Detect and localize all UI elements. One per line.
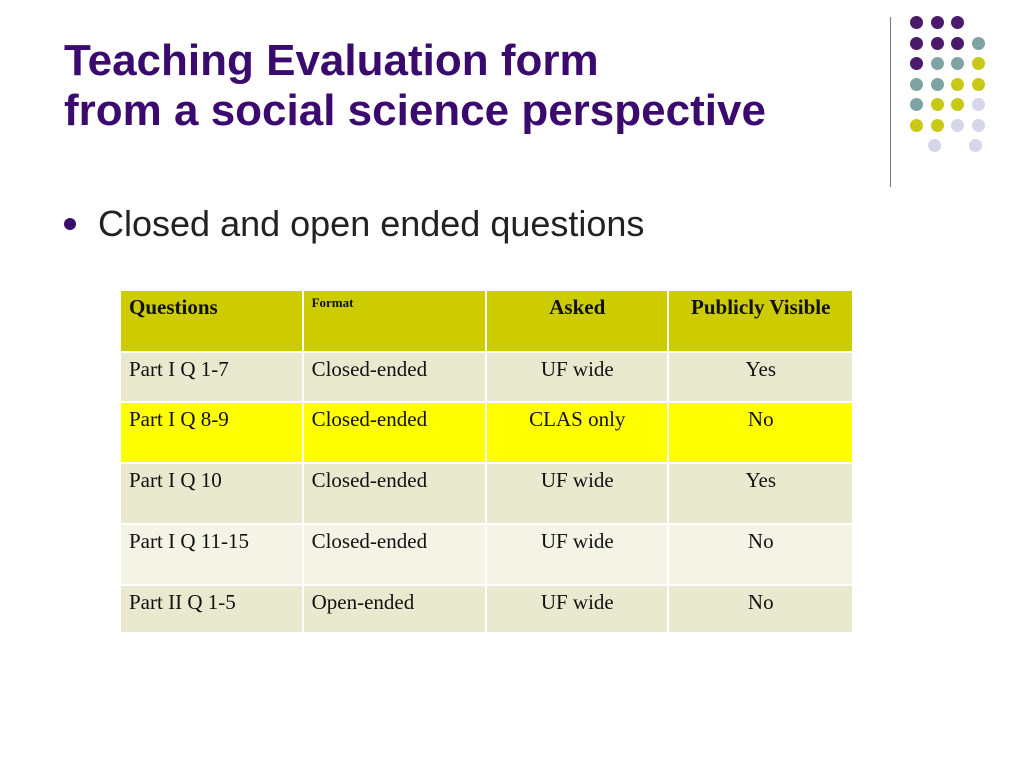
decorative-dot	[930, 118, 944, 132]
decorative-dot	[930, 16, 944, 29]
cell-asked: CLAS only	[485, 401, 670, 464]
decorative-dot	[910, 36, 923, 50]
decorative-dot	[930, 77, 944, 91]
cell-questions: Part I Q 11-15	[119, 523, 304, 586]
decorative-dot	[971, 36, 985, 50]
cell-publicly-visible: No	[667, 523, 854, 586]
decorative-dot	[951, 77, 964, 91]
cell-format: Closed-ended	[301, 523, 488, 586]
title-line-1: Teaching Evaluation form	[64, 36, 599, 85]
title-divider	[890, 17, 891, 187]
header-asked: Asked	[485, 289, 670, 353]
title-line-2: from a social science perspective	[64, 86, 766, 135]
header-publicly-visible: Publicly Visible	[667, 289, 854, 353]
decorative-dot	[910, 16, 923, 29]
cell-publicly-visible: No	[667, 584, 854, 634]
table-row: Part I Q 11-15 Closed-ended UF wide No	[119, 523, 854, 586]
decorative-dot	[951, 118, 964, 132]
cell-questions: Part I Q 8-9	[119, 401, 304, 464]
cell-asked: UF wide	[485, 351, 670, 403]
header-format: Format	[301, 289, 488, 353]
header-questions: Questions	[119, 289, 304, 353]
decorative-dot	[910, 57, 923, 70]
slide-title: Teaching Evaluation form from a social s…	[64, 36, 766, 136]
cell-asked: UF wide	[485, 462, 670, 525]
decorative-dot	[930, 98, 944, 111]
decorative-dot	[951, 16, 964, 29]
decorative-dot	[951, 57, 964, 70]
decorative-dot	[927, 139, 941, 152]
decorative-dot	[930, 36, 944, 50]
decorative-dot	[951, 98, 964, 111]
cell-format: Open-ended	[301, 584, 488, 634]
cell-format: Closed-ended	[301, 401, 488, 464]
decorative-dot	[971, 77, 985, 91]
decorative-dot	[910, 77, 923, 91]
table-row: Part I Q 8-9 Closed-ended CLAS only No	[119, 401, 854, 464]
cell-publicly-visible: No	[667, 401, 854, 464]
decorative-dot	[971, 98, 985, 111]
decorative-dot	[971, 118, 985, 132]
bullet-text: Closed and open ended questions	[98, 203, 645, 244]
bullet-item: Closed and open ended questions	[64, 203, 644, 245]
evaluation-table: Questions Format Asked Publicly Visible …	[119, 289, 854, 634]
table-row: Part I Q 1-7 Closed-ended UF wide Yes	[119, 351, 854, 403]
cell-publicly-visible: Yes	[667, 462, 854, 525]
cell-asked: UF wide	[485, 523, 670, 586]
decorative-dot	[930, 57, 944, 70]
decorative-dot	[910, 118, 923, 132]
table-header-row: Questions Format Asked Publicly Visible	[119, 289, 854, 353]
cell-format: Closed-ended	[301, 351, 488, 403]
table-row: Part I Q 10 Closed-ended UF wide Yes	[119, 462, 854, 525]
cell-publicly-visible: Yes	[667, 351, 854, 403]
decorative-dot	[951, 36, 964, 50]
decorative-dot	[968, 139, 982, 152]
table-row: Part II Q 1-5 Open-ended UF wide No	[119, 584, 854, 634]
cell-questions: Part I Q 10	[119, 462, 304, 525]
cell-questions: Part I Q 1-7	[119, 351, 304, 403]
cell-format: Closed-ended	[301, 462, 488, 525]
cell-asked: UF wide	[485, 584, 670, 634]
cell-questions: Part II Q 1-5	[119, 584, 304, 634]
decorative-dot	[971, 57, 985, 70]
decorative-dot	[910, 98, 923, 111]
bullet-icon	[64, 218, 76, 230]
